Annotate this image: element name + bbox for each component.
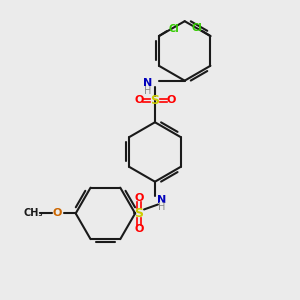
Text: N: N [143,78,153,88]
Text: O: O [134,193,144,202]
Text: O: O [52,208,62,218]
Text: Cl: Cl [168,24,179,34]
Text: O: O [134,224,144,234]
Text: H: H [158,202,166,212]
Text: S: S [135,207,144,220]
Text: CH₃: CH₃ [23,208,43,218]
Text: N: N [157,194,167,205]
Text: O: O [134,95,144,106]
Text: S: S [151,94,160,107]
Text: Cl: Cl [191,23,202,33]
Text: H: H [144,85,152,96]
Text: O: O [166,95,176,106]
